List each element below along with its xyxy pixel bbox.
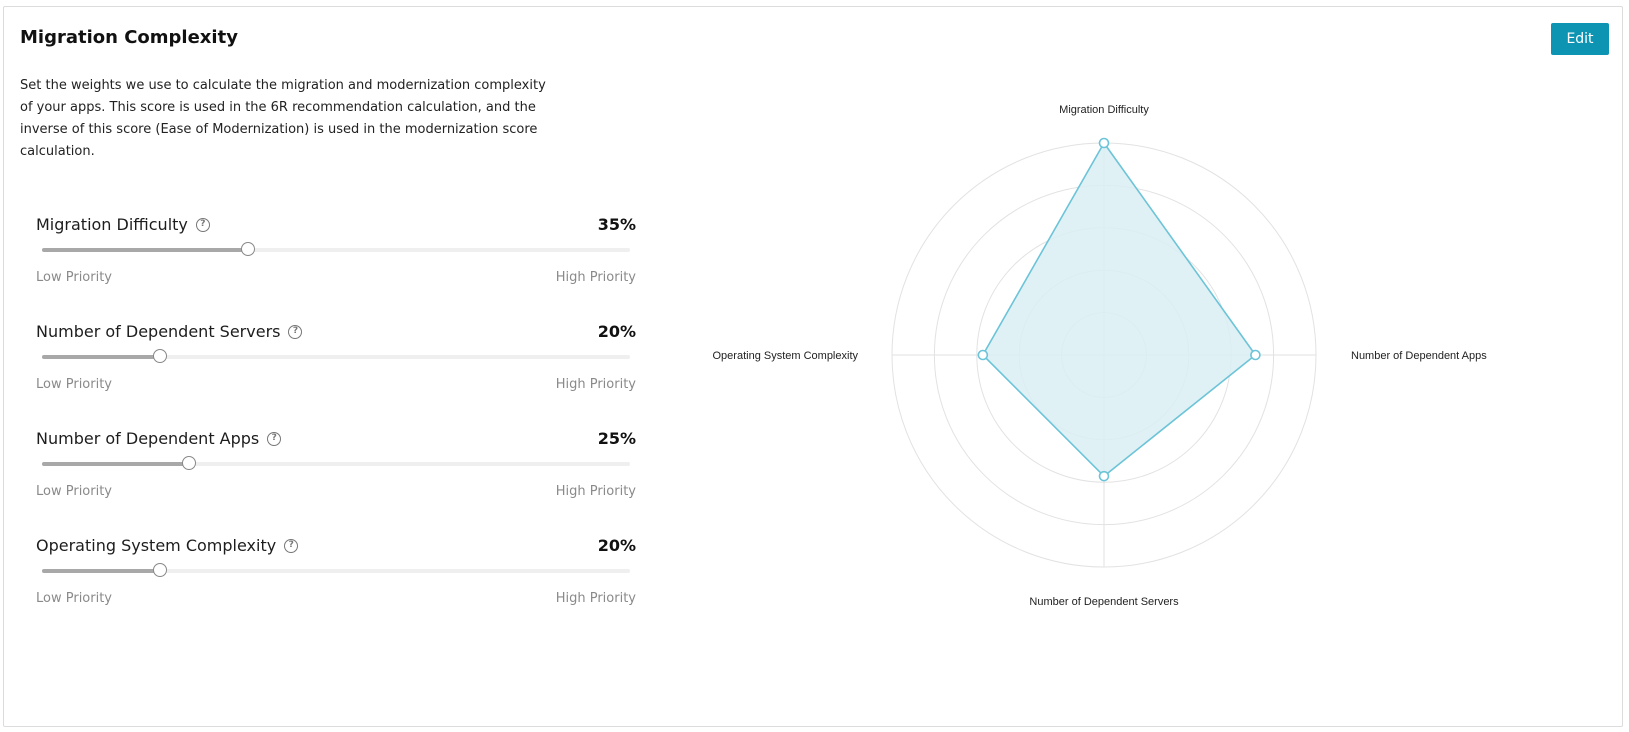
description-text: Set the weights we use to calculate the … xyxy=(20,78,546,159)
slider-label: Operating System Complexity xyxy=(36,536,277,555)
high-priority-label: High Priority xyxy=(555,484,636,499)
slider-thumb[interactable] xyxy=(182,456,196,470)
slider-migration-difficulty: Migration Difficulty ? 35% Low Priority … xyxy=(36,215,636,315)
radar-axis-label: Number of Dependent Servers xyxy=(1029,596,1179,608)
radar-point xyxy=(1250,349,1261,361)
radar-series-area xyxy=(981,141,1257,478)
slider-fill xyxy=(42,248,248,252)
radar-point xyxy=(1098,470,1110,482)
radar-axis-label: Number of Dependent Apps xyxy=(1351,350,1487,362)
radar-point xyxy=(977,349,989,361)
edit-button[interactable]: Edit xyxy=(1551,23,1609,55)
low-priority-label: Low Priority xyxy=(36,270,113,285)
slider-fill xyxy=(42,462,189,466)
slider-dependent-servers: Number of Dependent Servers ? 20% Low Pr… xyxy=(36,322,636,422)
question-circle-icon[interactable]: ? xyxy=(195,217,210,232)
low-priority-label: Low Priority xyxy=(36,591,113,606)
card-title: Migration Complexity xyxy=(20,27,238,48)
slider-track[interactable] xyxy=(42,456,630,470)
slider-track[interactable] xyxy=(42,242,630,256)
migration-complexity-card: Migration Complexity Edit Set the weight… xyxy=(3,6,1623,727)
slider-value: 25% xyxy=(597,429,636,448)
slider-thumb[interactable] xyxy=(240,242,255,256)
slider-track[interactable] xyxy=(42,349,630,363)
slider-label: Number of Dependent Servers xyxy=(36,322,281,341)
slider-thumb[interactable] xyxy=(152,563,167,577)
question-circle-icon[interactable]: ? xyxy=(267,431,282,446)
slider-dependent-apps: Number of Dependent Apps ? 25% Low Prior… xyxy=(36,429,636,529)
high-priority-label: High Priority xyxy=(555,591,636,606)
radar-point xyxy=(1098,137,1110,149)
slider-value: 20% xyxy=(597,322,636,341)
low-priority-label: Low Priority xyxy=(36,484,113,499)
slider-track[interactable] xyxy=(42,563,630,577)
slider-value: 35% xyxy=(597,215,636,234)
slider-label: Migration Difficulty xyxy=(36,215,188,234)
high-priority-label: High Priority xyxy=(555,270,636,285)
slider-value: 20% xyxy=(597,536,636,555)
slider-fill xyxy=(42,569,160,573)
slider-os-complexity: Operating System Complexity ? 20% Low Pr… xyxy=(36,536,636,636)
high-priority-label: High Priority xyxy=(555,377,636,392)
question-circle-icon[interactable]: ? xyxy=(284,538,299,553)
radar-chart: Migration Difficulty Number of Dependent … xyxy=(713,104,1488,608)
slider-thumb[interactable] xyxy=(152,349,167,363)
radar-axis-label: Migration Difficulty xyxy=(1059,104,1149,116)
question-circle-icon[interactable]: ? xyxy=(288,324,303,339)
slider-fill xyxy=(42,355,160,359)
radar-axis-label: Operating System Complexity xyxy=(713,350,859,362)
slider-label: Number of Dependent Apps xyxy=(36,429,260,448)
low-priority-label: Low Priority xyxy=(36,377,113,392)
